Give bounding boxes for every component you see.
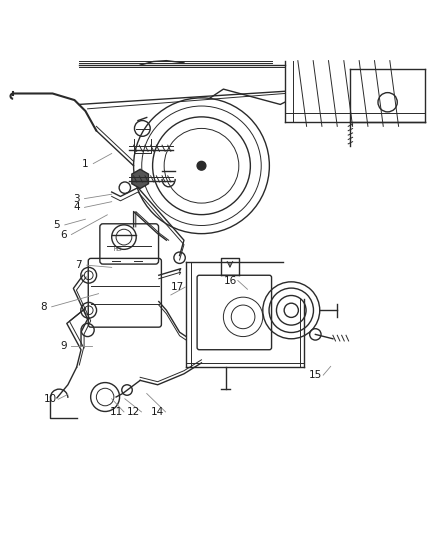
- Text: 12: 12: [127, 407, 140, 417]
- Text: 7: 7: [75, 260, 82, 270]
- Polygon shape: [132, 169, 148, 189]
- Text: 16: 16: [223, 276, 237, 286]
- Text: 3: 3: [73, 193, 80, 204]
- Text: HCI: HCI: [114, 247, 123, 253]
- Text: 9: 9: [60, 341, 67, 351]
- Text: 8: 8: [40, 302, 47, 312]
- Text: 6: 6: [60, 230, 67, 239]
- Text: 15: 15: [309, 370, 322, 380]
- Text: 5: 5: [53, 220, 60, 230]
- Text: 4: 4: [73, 203, 80, 212]
- Circle shape: [197, 161, 206, 170]
- Text: 11: 11: [110, 407, 123, 417]
- Text: 14: 14: [151, 407, 164, 417]
- Text: 17: 17: [171, 282, 184, 292]
- Text: 10: 10: [44, 394, 57, 404]
- Text: 1: 1: [82, 159, 89, 168]
